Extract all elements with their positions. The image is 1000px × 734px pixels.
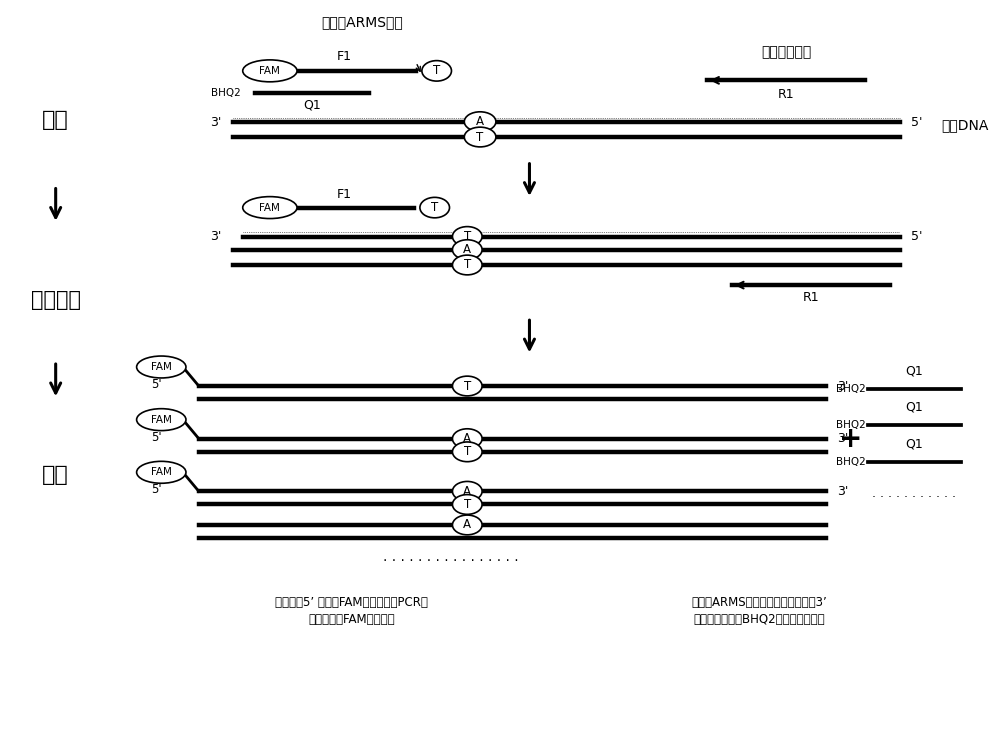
Ellipse shape [243, 197, 297, 219]
Text: FAM: FAM [151, 362, 172, 372]
Text: FAM: FAM [259, 66, 280, 76]
Text: T: T [433, 65, 440, 77]
Text: Q1: Q1 [906, 401, 923, 414]
Text: · · · · · · · · · · ·: · · · · · · · · · · · [872, 490, 956, 504]
Text: 5': 5' [911, 230, 923, 244]
Ellipse shape [452, 227, 482, 247]
Ellipse shape [464, 127, 496, 147]
Text: 物，并发出FAM荧光信号: 物，并发出FAM荧光信号 [308, 613, 395, 626]
Text: BHQ2: BHQ2 [836, 384, 866, 394]
Text: 探针性ARMS引物被消耗，形成大量3’: 探针性ARMS引物被消耗，形成大量3’ [692, 596, 827, 609]
Ellipse shape [452, 240, 482, 260]
Ellipse shape [452, 429, 482, 448]
Text: · · · · · · · · · · · · · · · ·: · · · · · · · · · · · · · · · · [383, 553, 518, 568]
Text: FAM: FAM [259, 203, 280, 213]
Text: 5': 5' [151, 484, 162, 496]
Ellipse shape [452, 482, 482, 501]
Text: Q1: Q1 [906, 437, 923, 451]
Ellipse shape [452, 515, 482, 535]
Text: 端标记淤灯基团BHQ2的单核苷酸序列: 端标记淤灯基团BHQ2的单核苷酸序列 [694, 613, 825, 626]
Text: Q1: Q1 [303, 98, 321, 112]
Text: T: T [464, 258, 471, 272]
Ellipse shape [452, 495, 482, 515]
Text: A: A [476, 115, 484, 128]
Text: BHQ2: BHQ2 [836, 457, 866, 467]
Text: T: T [476, 131, 484, 144]
Text: 3': 3' [837, 485, 849, 498]
Text: R1: R1 [802, 291, 819, 304]
Text: T: T [464, 230, 471, 243]
Ellipse shape [452, 255, 482, 275]
Text: FAM: FAM [151, 468, 172, 477]
Text: T: T [464, 446, 471, 458]
Text: Q1: Q1 [906, 364, 923, 377]
Text: A: A [463, 518, 471, 531]
Text: FAM: FAM [151, 415, 172, 425]
Ellipse shape [420, 197, 450, 218]
Ellipse shape [422, 61, 451, 81]
Text: 下游共用引物: 下游共用引物 [761, 46, 811, 59]
Ellipse shape [137, 409, 186, 431]
Text: 5': 5' [151, 431, 162, 443]
Text: 探针性ARMS引物: 探针性ARMS引物 [321, 15, 403, 29]
Text: T: T [431, 201, 438, 214]
Text: 延伸: 延伸 [42, 465, 69, 485]
Ellipse shape [464, 112, 496, 131]
Ellipse shape [452, 442, 482, 462]
Text: 3': 3' [837, 432, 849, 445]
Text: 常温: 常温 [42, 110, 69, 130]
Text: 5': 5' [151, 378, 162, 391]
Text: 5': 5' [911, 115, 923, 128]
Text: T: T [464, 379, 471, 393]
Text: BHQ2: BHQ2 [836, 421, 866, 431]
Text: F1: F1 [336, 51, 351, 63]
Text: 3': 3' [210, 115, 222, 128]
Text: 形成大量5’ 端标记FAM报告基团的PCR产: 形成大量5’ 端标记FAM报告基团的PCR产 [275, 596, 428, 609]
Text: 3': 3' [837, 379, 849, 393]
Text: +: + [839, 425, 862, 453]
Ellipse shape [137, 356, 186, 378]
Text: BHQ2: BHQ2 [211, 88, 240, 98]
Text: R1: R1 [778, 88, 794, 101]
Ellipse shape [243, 60, 297, 81]
Text: A: A [463, 432, 471, 445]
Text: 3': 3' [210, 230, 222, 244]
Text: A: A [463, 485, 471, 498]
Text: 模板DNA: 模板DNA [941, 119, 988, 133]
Text: 变性退火: 变性退火 [31, 290, 81, 310]
Ellipse shape [452, 376, 482, 396]
Text: A: A [463, 243, 471, 256]
Text: T: T [464, 498, 471, 511]
Ellipse shape [137, 462, 186, 483]
Text: F1: F1 [336, 188, 351, 201]
